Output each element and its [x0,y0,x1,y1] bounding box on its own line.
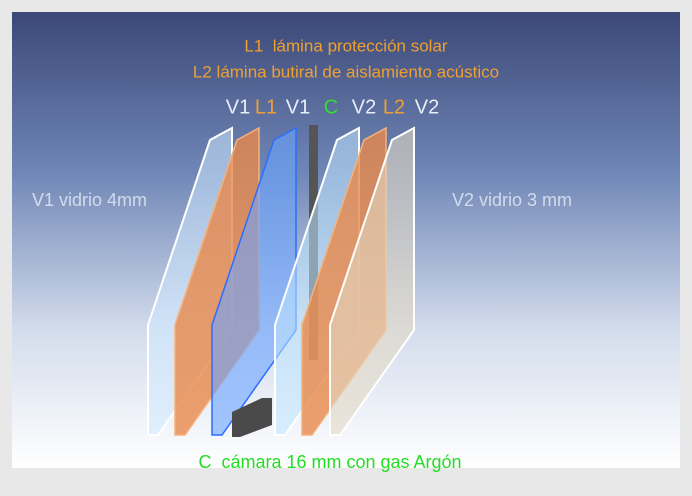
glass-v2-outer [329,126,415,436]
side-label: V2 vidrio 3 mm [452,190,572,210]
layer-label: L2 [383,96,405,118]
layer-label: C [324,96,338,118]
layer-label: V1 [226,96,250,118]
layer-label: L1 [255,96,277,118]
spacer-bottom [232,398,272,437]
title-line: L1 lámina protección solar [244,36,448,55]
layer-label: V2 [415,96,439,118]
title-line: L2 lámina butiral de aislamiento acústic… [193,62,499,81]
caption: C cámara 16 mm con gas Argón [198,452,461,472]
layer-label: V1 [286,96,310,118]
side-label: V1 vidrio 4mm [32,190,147,210]
glass-layers [147,125,415,437]
layer-label: V2 [352,96,376,118]
